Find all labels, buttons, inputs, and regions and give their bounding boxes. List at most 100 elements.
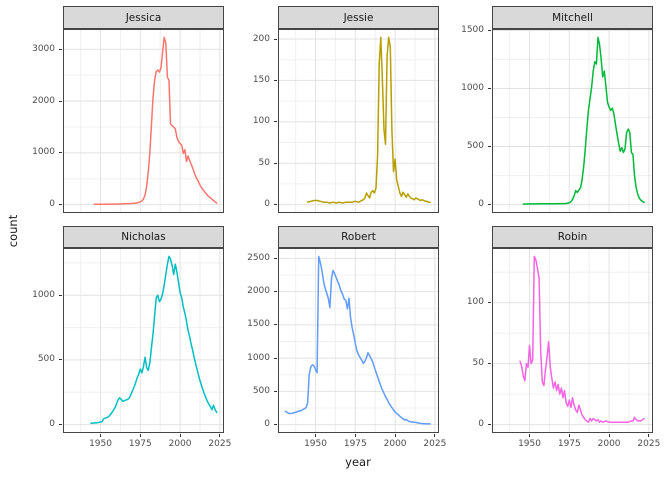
x-tick-mark	[529, 434, 531, 437]
y-tick-mark	[274, 357, 277, 359]
y-tick-label: 100	[466, 297, 484, 308]
y-tick-mark	[59, 294, 62, 296]
y-tick-label: 2000	[247, 286, 270, 297]
y-tick-label: 500	[252, 385, 270, 396]
x-tick-label: 2025	[423, 439, 447, 449]
y-tick-mark	[59, 100, 62, 102]
facet-strip-label: Nicholas	[121, 231, 166, 243]
facet-strip-label: Jessica	[125, 11, 162, 24]
facet-strip-label: Jessie	[343, 11, 374, 24]
facet-panel-robert	[278, 248, 439, 433]
facet-plot-svg	[492, 248, 653, 433]
y-tick-label: 1000	[247, 352, 270, 363]
x-tick-label: 2025	[637, 439, 661, 449]
y-tick-mark	[274, 79, 277, 81]
y-tick-mark	[488, 146, 491, 148]
facet-plot-svg	[492, 29, 653, 213]
y-tick-mark	[274, 38, 277, 40]
y-tick-mark	[274, 121, 277, 123]
y-tick-label: 0	[49, 419, 55, 430]
y-tick-label: 100	[252, 116, 270, 127]
facet-strip-robin: Robin	[492, 226, 653, 248]
y-tick-label: 1000	[32, 147, 55, 158]
y-tick-mark	[59, 204, 62, 206]
facet-plot-svg	[63, 29, 224, 213]
series-line-jessie	[306, 36, 431, 204]
series-line-jessica	[93, 36, 218, 206]
y-tick-mark	[488, 424, 491, 426]
x-tick-label: 1975	[343, 439, 367, 449]
y-tick-mark	[274, 324, 277, 326]
x-tick-mark	[434, 434, 436, 437]
y-tick-label: 0	[264, 199, 270, 210]
y-tick-mark	[59, 48, 62, 50]
x-tick-mark	[568, 434, 570, 437]
x-tick-label: 1975	[128, 439, 152, 449]
y-tick-mark	[274, 424, 277, 426]
y-tick-label: 0	[264, 419, 270, 430]
facet-strip-nicholas: Nicholas	[63, 226, 224, 248]
x-tick-mark	[315, 434, 317, 437]
facet-panel-jessie	[278, 29, 439, 213]
y-tick-mark	[274, 291, 277, 293]
y-tick-label: 200	[252, 33, 270, 44]
y-tick-mark	[59, 152, 62, 154]
facet-plot-svg	[278, 29, 439, 213]
y-tick-label: 50	[258, 157, 270, 168]
y-tick-label: 1500	[461, 24, 484, 35]
x-tick-mark	[354, 434, 356, 437]
y-tick-mark	[274, 204, 277, 206]
x-tick-label: 2000	[597, 439, 621, 449]
y-tick-label: 500	[466, 141, 484, 152]
x-tick-mark	[608, 434, 610, 437]
y-tick-label: 1000	[461, 82, 484, 93]
series-line-robin	[519, 255, 645, 423]
y-tick-label: 2000	[32, 95, 55, 106]
facet-strip-jessica: Jessica	[63, 6, 224, 29]
facet-plot-svg	[278, 248, 439, 433]
facet-strip-label: Robert	[341, 231, 376, 243]
x-tick-mark	[648, 434, 650, 437]
facet-panel-jessica	[63, 29, 224, 213]
x-tick-label: 1950	[89, 439, 112, 449]
y-tick-mark	[274, 162, 277, 164]
y-tick-mark	[274, 390, 277, 392]
x-tick-label: 1975	[557, 439, 581, 449]
y-tick-mark	[59, 359, 62, 361]
y-tick-label: 1000	[32, 289, 55, 300]
facet-panel-nicholas	[63, 248, 224, 433]
y-tick-label: 1500	[247, 319, 270, 330]
x-axis-title: year	[345, 455, 371, 469]
y-tick-mark	[274, 257, 277, 259]
facet-panel-robin	[492, 248, 653, 433]
x-tick-mark	[394, 434, 396, 437]
y-tick-label: 3000	[32, 43, 55, 54]
facet-strip-robert: Robert	[278, 226, 439, 248]
x-tick-label: 2025	[208, 439, 232, 449]
series-line-mitchell	[522, 36, 645, 205]
y-tick-label: 500	[37, 354, 55, 365]
y-tick-label: 0	[478, 419, 484, 430]
y-tick-label: 0	[49, 199, 55, 210]
series-line-nicholas	[90, 255, 218, 425]
y-tick-mark	[488, 204, 491, 206]
y-tick-label: 150	[252, 74, 270, 85]
x-tick-label: 2000	[383, 439, 407, 449]
y-tick-label: 2500	[247, 252, 270, 263]
facet-plot-svg	[63, 248, 224, 433]
x-tick-label: 1950	[304, 439, 327, 449]
x-tick-label: 1950	[518, 439, 541, 449]
y-tick-mark	[59, 424, 62, 426]
x-tick-mark	[100, 434, 102, 437]
y-tick-mark	[488, 29, 491, 31]
y-tick-label: 0	[478, 199, 484, 210]
y-tick-mark	[488, 363, 491, 365]
x-tick-mark	[179, 434, 181, 437]
series-line-robert	[284, 255, 431, 425]
facet-strip-jessie: Jessie	[278, 6, 439, 29]
y-tick-mark	[488, 302, 491, 304]
facet-panel-mitchell	[492, 29, 653, 213]
facet-strip-label: Mitchell	[552, 11, 593, 24]
facet-strip-mitchell: Mitchell	[492, 6, 653, 29]
